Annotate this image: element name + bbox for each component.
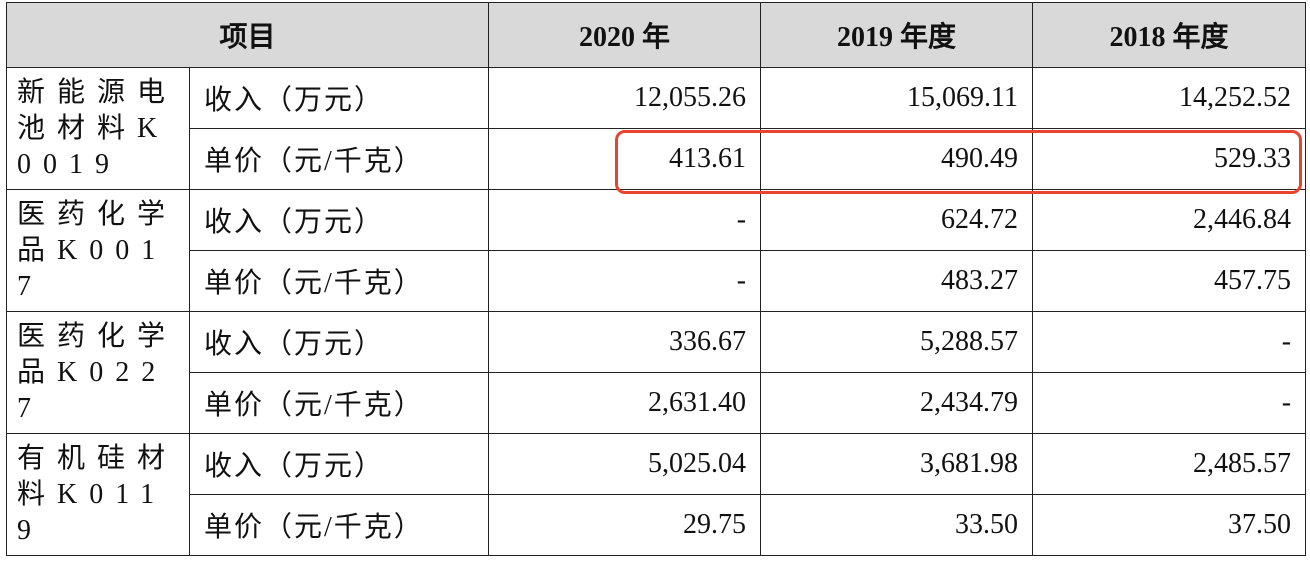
value-cell: 529.33 [1032,128,1307,190]
value-cell: 37.50 [1032,494,1307,556]
header-row: 项目 2020 年 2019 年度 2018 年度 [5,2,1307,68]
header-cell: 2020 年 [488,2,762,68]
value-cell: 29.75 [488,494,762,556]
value-cell: 457.75 [1032,250,1307,312]
value-cell: - [1032,311,1307,373]
table-row: 单价（元/千克） 29.75 33.50 37.50 [7,494,1307,556]
table-row: 医药化学品K0017 收入（万元） -624.72 2,446.84 [6,189,1307,312]
value-cell: - [488,250,762,312]
table-row: 有机硅材料K0119 收入（万元） 5,025.04 3,681.98 2,485.57 [6,433,1307,556]
row-label: 单价（元/千克） [188,128,490,190]
group-name: 医药化学品K0017 [6,189,190,312]
value-cell: 33.50 [760,494,1034,556]
row-label: 单价（元/千克） [188,250,490,312]
value-cell: 624.72 [760,189,1034,251]
value-cell: 3,681.98 [760,433,1034,495]
data-table: 项目 2020 年 2019 年度 2018 年度 新能源电池材料K0019 收入（万元… [5,2,1307,556]
header-cell: 2019 年度 [760,2,1034,68]
row-label: 单价（元/千克） [188,372,490,434]
value-cell: - [488,189,762,251]
table-row: 单价（元/千克） -483.27 457.75 [7,250,1307,312]
table-row: 医药化学品K0227 收入（万元） 336.67 5,288.57- [6,311,1307,434]
group-name: 医药化学品K0227 [6,311,190,434]
group-name: 有机硅材料K0119 [6,433,190,556]
value-cell: 490.49 [760,128,1034,190]
group-name: 新能源电池材料K0019 [6,67,190,190]
value-cell: 15,069.11 [760,67,1034,129]
row-label: 收入（万元） [188,67,490,129]
row-label: 单价（元/千克） [188,494,490,556]
value-cell: 12,055.26 [488,67,762,129]
value-cell: - [1032,372,1307,434]
value-cell: 2,446.84 [1032,189,1307,251]
value-cell: 2,485.57 [1032,433,1307,495]
value-cell: 5,288.57 [760,311,1034,373]
header-cell: 2018 年度 [1032,2,1307,68]
value-cell: 2,434.79 [760,372,1034,434]
value-cell: 14,252.52 [1032,67,1307,129]
header-cell: 项目 [5,2,490,68]
value-cell: 483.27 [760,250,1034,312]
row-label: 收入（万元） [188,433,490,495]
table-body: 新能源电池材料K0019 收入（万元） 12,055.26 15,069.11 14,2… [6,67,1307,556]
table-row: 单价（元/千克） 413.61 490.49 529.33 [7,128,1307,190]
table-row: 单价（元/千克） 2,631.40 2,434.79- [7,372,1307,434]
row-label: 收入（万元） [188,311,490,373]
value-cell: 5,025.04 [488,433,762,495]
highlight-box [615,130,1302,194]
row-label: 收入（万元） [188,189,490,251]
value-cell: 336.67 [488,311,762,373]
value-cell: 2,631.40 [488,372,762,434]
table-row: 新能源电池材料K0019 收入（万元） 12,055.26 15,069.11 14,2… [6,67,1307,190]
